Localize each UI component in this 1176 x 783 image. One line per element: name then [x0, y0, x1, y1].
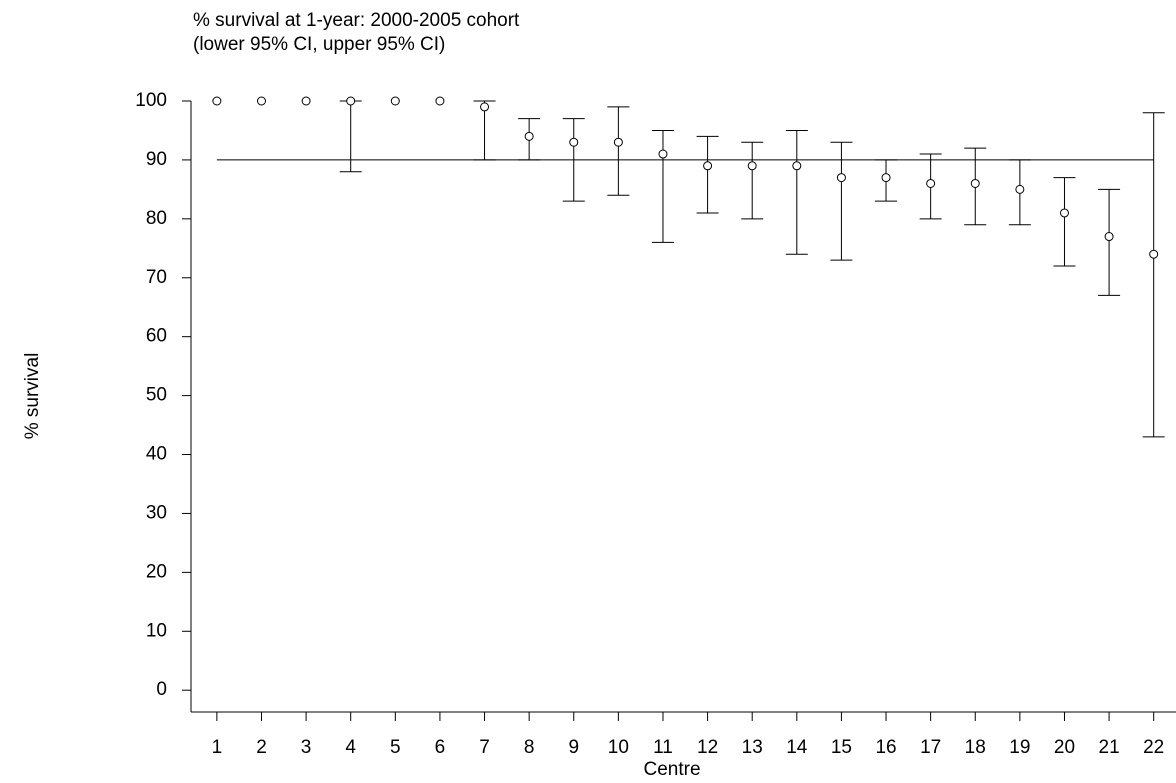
- error-bar: [741, 141, 764, 220]
- point: [1059, 208, 1069, 218]
- x-tick-label: 16: [875, 737, 896, 758]
- point: [569, 137, 579, 147]
- point: [792, 161, 802, 171]
- x-tick-label: 12: [697, 737, 718, 758]
- error-bar: [830, 141, 853, 261]
- y-tick-label: 90: [146, 149, 167, 170]
- x-tick-label: 8: [524, 737, 535, 758]
- x-tick-label: 10: [608, 737, 629, 758]
- y-tick-label: 40: [146, 444, 167, 465]
- chart-subtitle: (lower 95% CI, upper 95% CI): [193, 34, 445, 55]
- point: [703, 161, 713, 171]
- x-tick-label: 14: [786, 737, 808, 758]
- point: [1015, 184, 1025, 194]
- point: [836, 173, 846, 183]
- y-tick-label: 0: [156, 679, 167, 700]
- point: [613, 137, 623, 147]
- x-tick-label: 17: [920, 737, 941, 758]
- y-tick-label: 30: [146, 502, 167, 523]
- x-tick-label: 1: [212, 737, 223, 758]
- error-bar: [696, 135, 719, 214]
- x-tick-label: 5: [390, 737, 401, 758]
- x-axis-label: Centre: [643, 759, 700, 780]
- point: [926, 178, 936, 188]
- error-bar: [651, 129, 674, 243]
- x-tick-label: 9: [568, 737, 579, 758]
- point: [435, 96, 445, 106]
- x-tick-label: 22: [1143, 737, 1164, 758]
- x-tick-label: 18: [965, 737, 986, 758]
- x-tick-label: 13: [742, 737, 763, 758]
- point: [1149, 249, 1159, 259]
- y-tick-label: 80: [146, 208, 167, 229]
- error-bar: [607, 106, 630, 196]
- error-bar: [562, 118, 585, 202]
- y-tick-label: 10: [146, 620, 167, 641]
- x-tick-label: 4: [345, 737, 356, 758]
- y-tick-label: 20: [146, 561, 167, 582]
- y-tick-label: 100: [135, 90, 167, 111]
- y-tick-label: 70: [146, 267, 167, 288]
- point: [747, 161, 757, 171]
- y-tick-label: 50: [146, 385, 167, 406]
- error-bar: [1142, 112, 1165, 438]
- error-bar: [1098, 188, 1121, 296]
- x-tick-label: 3: [301, 737, 312, 758]
- chart-title: % survival at 1-year: 2000-2005 cohort: [193, 10, 520, 31]
- x-tick-label: 15: [831, 737, 852, 758]
- point: [390, 96, 400, 106]
- y-tick-label: 60: [146, 326, 167, 347]
- point: [658, 149, 668, 159]
- x-tick-label: 6: [435, 737, 446, 758]
- point: [256, 96, 266, 106]
- error-bar: [785, 129, 808, 255]
- error-bar: [1053, 177, 1076, 267]
- point: [881, 173, 891, 183]
- x-tick-label: 20: [1054, 737, 1075, 758]
- point: [480, 102, 490, 112]
- point: [524, 131, 534, 141]
- x-tick-label: 2: [256, 737, 267, 758]
- x-tick-label: 19: [1009, 737, 1030, 758]
- error-bar: [339, 100, 362, 173]
- point: [346, 96, 356, 106]
- point: [970, 178, 980, 188]
- x-tick-label: 7: [479, 737, 490, 758]
- point: [301, 96, 311, 106]
- point: [1104, 232, 1114, 242]
- x-tick-label: 21: [1099, 737, 1120, 758]
- point: [212, 96, 222, 106]
- x-tick-label: 11: [653, 737, 673, 758]
- y-axis-label: % survival: [22, 353, 43, 440]
